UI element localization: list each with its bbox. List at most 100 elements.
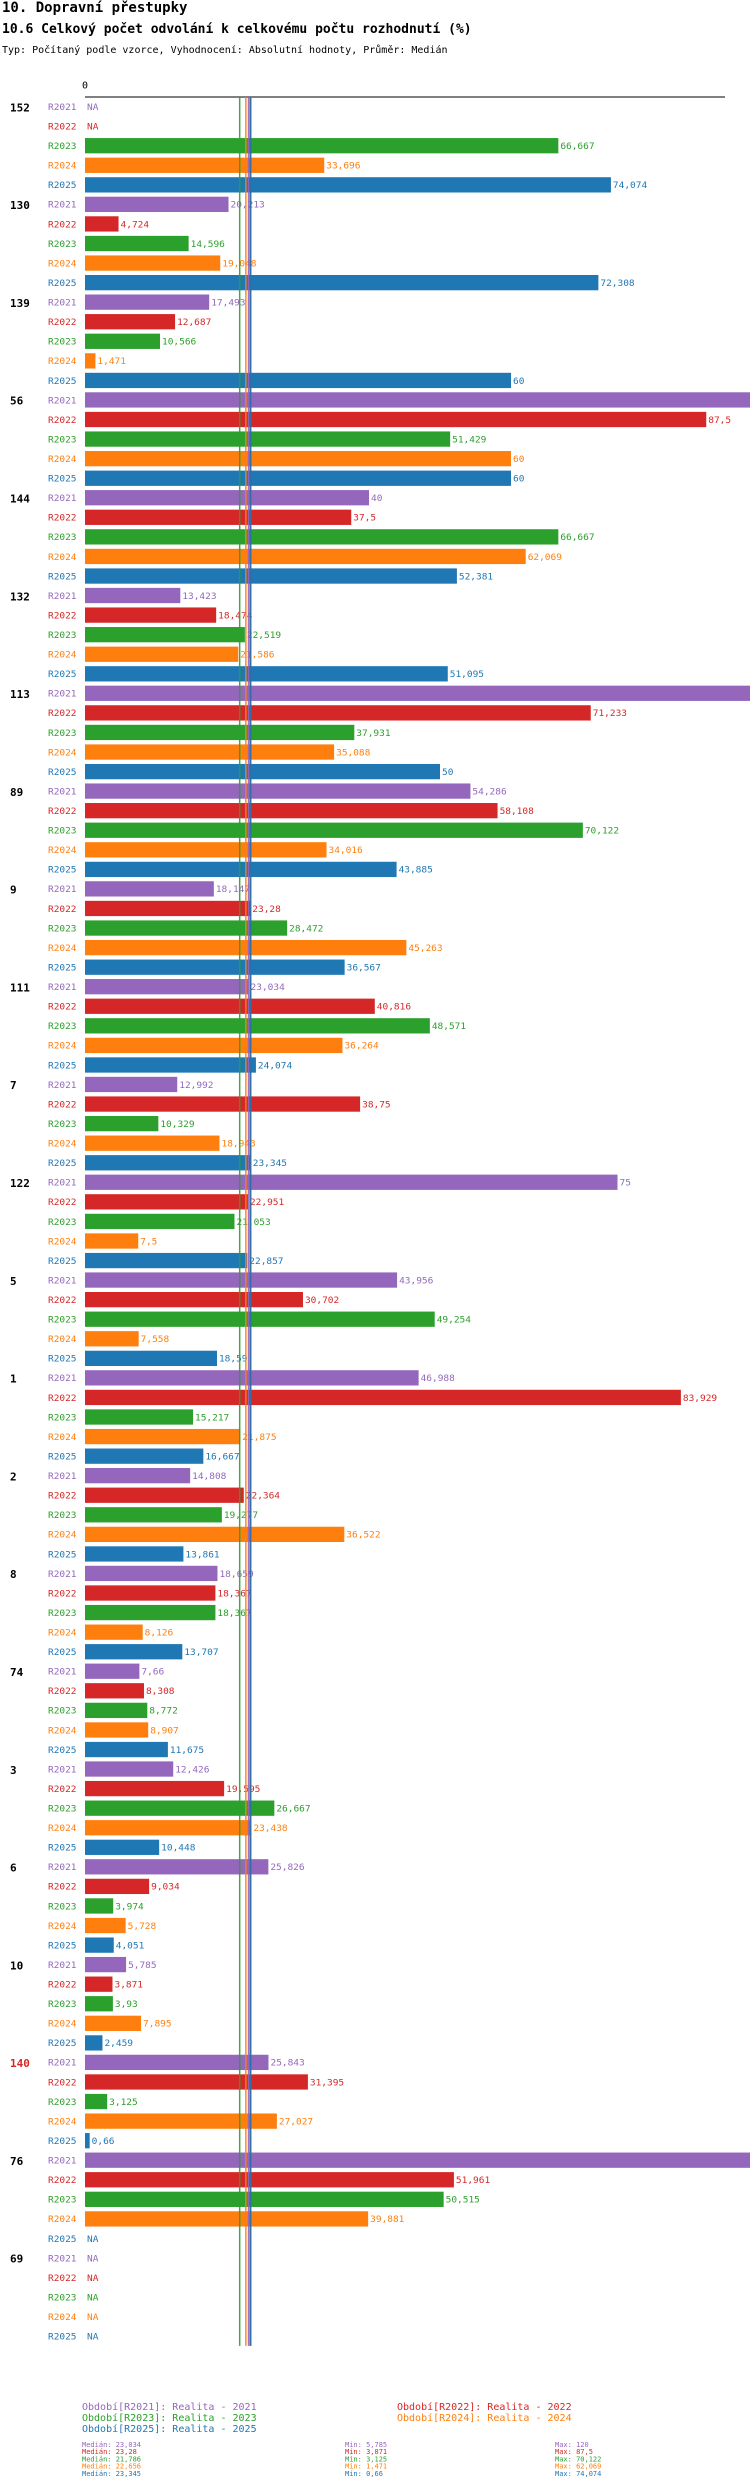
bar-130-R2023 <box>85 235 189 252</box>
value-label-76-R2024: 39,881 <box>370 2214 404 2225</box>
value-label-56-R2023: 51,429 <box>452 435 486 446</box>
value-label-130-R2021: 20,213 <box>231 200 265 211</box>
value-label-139-R2024: 1,471 <box>97 356 126 367</box>
value-label-69-R2021: NA <box>87 2254 99 2265</box>
series-label-74-R2023: R2023 <box>48 1706 77 1717</box>
bar-132-R2023 <box>85 627 245 643</box>
bar-9-R2023 <box>85 920 288 936</box>
series-label-10-R2024: R2024 <box>48 2019 77 2030</box>
bar-140-R2024 <box>85 2113 277 2129</box>
value-label-122-R2024: 7,5 <box>140 1237 157 1248</box>
series-label-122-R2023: R2023 <box>48 1217 77 1228</box>
stat-max-2: Max: 70,122 <box>555 2455 601 2463</box>
series-label-111-R2021: R2021 <box>48 982 77 993</box>
series-label-3-R2023: R2023 <box>48 1804 77 1815</box>
series-label-111-R2024: R2024 <box>48 1041 77 1052</box>
bar-111-R2023 <box>85 1018 430 1034</box>
legend-item-3: Období[R2024]: Realita - 2024 <box>397 2412 572 2424</box>
bar-3-R2023 <box>85 1800 275 1816</box>
series-label-10-R2023: R2023 <box>48 1999 77 2010</box>
bar-10-R2022 <box>85 1976 113 1992</box>
series-label-76-R2021: R2021 <box>48 2156 77 2167</box>
bar-132-R2024 <box>85 646 239 662</box>
bar-152-R2023 <box>85 138 559 154</box>
stat-min-4: Min: 0,66 <box>345 2470 383 2478</box>
bar-140-R2022 <box>85 2074 308 2090</box>
value-label-76-R2022: 51,961 <box>456 2175 490 2186</box>
bar-10-R2021 <box>85 1956 127 1973</box>
series-label-139-R2021: R2021 <box>48 298 77 309</box>
series-label-139-R2023: R2023 <box>48 337 77 348</box>
series-label-1-R2023: R2023 <box>48 1413 77 1424</box>
series-label-10-R2025: R2025 <box>48 2038 77 2049</box>
group-label-3: 3 <box>10 1764 17 1777</box>
value-label-122-R2022: 22,951 <box>250 1197 284 1208</box>
bar-1-R2023 <box>85 1409 194 1425</box>
bar-10-R2023 <box>85 1996 113 2012</box>
bar-3-R2022 <box>85 1780 225 1797</box>
bar-111-R2024 <box>85 1037 343 1054</box>
series-label-139-R2024: R2024 <box>48 356 77 367</box>
value-label-9-R2025: 36,567 <box>347 963 381 974</box>
stat-min-1: Min: 3,871 <box>345 2448 387 2456</box>
bar-113-R2025 <box>85 763 440 780</box>
value-label-10-R2024: 7,895 <box>143 2019 172 2030</box>
series-label-2-R2023: R2023 <box>48 1510 77 1521</box>
value-label-9-R2023: 28,472 <box>289 924 323 935</box>
bar-9-R2025 <box>85 959 345 975</box>
bar-89-R2025 <box>85 861 397 878</box>
value-label-8-R2023: 18,367 <box>217 1608 251 1619</box>
stat-max-0: Max: 120 <box>555 2441 589 2449</box>
value-label-89-R2025: 43,885 <box>399 865 433 876</box>
stat-median-1: Medián: 23,28 <box>82 2448 137 2456</box>
chart-subtitle: 10.6 Celkový počet odvolání k celkovému … <box>2 22 472 37</box>
bar-8-R2024 <box>85 1624 143 1640</box>
series-label-89-R2025: R2025 <box>48 865 77 876</box>
stat-min-2: Min: 3,125 <box>345 2455 387 2463</box>
value-label-1-R2023: 15,217 <box>195 1413 229 1424</box>
value-label-144-R2024: 62,069 <box>528 552 562 563</box>
stat-max-4: Max: 74,074 <box>555 2470 601 2478</box>
value-label-139-R2021: 17,493 <box>211 298 245 309</box>
bar-130-R2022 <box>85 216 119 232</box>
series-label-6-R2022: R2022 <box>48 1882 77 1893</box>
series-label-1-R2025: R2025 <box>48 1452 77 1463</box>
chart-description: Typ: Počítaný podle vzorce, Vyhodnocení:… <box>2 45 448 56</box>
series-label-1-R2024: R2024 <box>48 1432 77 1443</box>
bar-152-R2025 <box>85 177 611 193</box>
series-label-1-R2022: R2022 <box>48 1393 77 1404</box>
series-label-111-R2023: R2023 <box>48 1021 77 1032</box>
value-label-122-R2023: 21,053 <box>236 1217 270 1228</box>
value-label-10-R2025: 2,459 <box>104 2038 133 2049</box>
value-label-9-R2024: 45,263 <box>408 943 442 954</box>
value-label-132-R2025: 51,095 <box>450 669 484 680</box>
bar-2-R2024 <box>85 1526 345 1543</box>
series-label-56-R2021: R2021 <box>48 395 77 406</box>
value-label-3-R2021: 12,426 <box>175 1765 209 1776</box>
series-label-132-R2022: R2022 <box>48 611 77 622</box>
bar-74-R2021 <box>85 1663 140 1679</box>
bar-8-R2022 <box>85 1585 216 1601</box>
bar-144-R2022 <box>85 509 352 525</box>
value-label-132-R2023: 22,519 <box>247 630 281 641</box>
value-label-111-R2024: 36,264 <box>344 1041 379 1052</box>
bar-1-R2025 <box>85 1448 204 1464</box>
bar-139-R2024 <box>85 353 96 369</box>
series-label-69-R2022: R2022 <box>48 2273 77 2284</box>
series-label-74-R2021: R2021 <box>48 1667 77 1678</box>
value-label-111-R2022: 40,816 <box>377 1002 411 1013</box>
bar-74-R2023 <box>85 1702 148 1719</box>
value-label-3-R2023: 26,667 <box>276 1804 310 1815</box>
series-label-10-R2021: R2021 <box>48 1960 77 1971</box>
value-label-8-R2021: 18,659 <box>219 1569 253 1580</box>
value-label-140-R2023: 3,125 <box>109 2097 138 2108</box>
series-label-2-R2022: R2022 <box>48 1491 77 1502</box>
value-label-1-R2021: 46,988 <box>421 1373 455 1384</box>
bar-130-R2021 <box>85 196 229 212</box>
series-label-7-R2025: R2025 <box>48 1158 77 1169</box>
value-label-3-R2024: 23,438 <box>253 1823 287 1834</box>
series-label-5-R2024: R2024 <box>48 1334 77 1345</box>
bar-144-R2024 <box>85 548 526 565</box>
series-label-152-R2025: R2025 <box>48 180 77 191</box>
